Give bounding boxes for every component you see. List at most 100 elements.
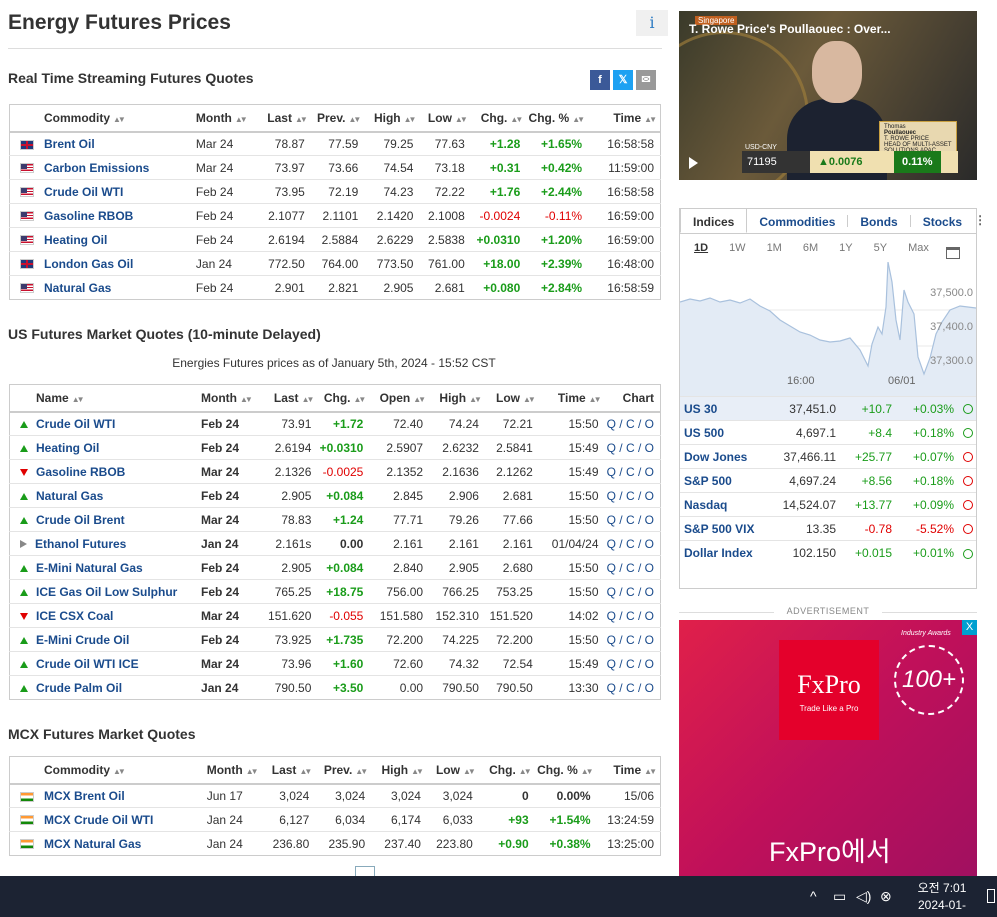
index-row[interactable]: US 30 37,451.0 +10.7 +0.03% — [680, 396, 976, 421]
column-header[interactable]: Chg. % ▲▼ — [526, 104, 589, 133]
sort-icon[interactable]: ▲▼ — [355, 766, 368, 776]
column-header[interactable]: Last ▲▼ — [255, 756, 316, 785]
commodity-link[interactable]: MCX Crude Oil WTI — [44, 812, 154, 827]
scroll-indicator[interactable] — [355, 866, 375, 876]
commodity-link[interactable]: Crude Oil WTI — [44, 184, 124, 199]
chart-link-o[interactable]: O — [644, 680, 654, 695]
future-link[interactable]: Crude Oil WTI — [36, 416, 116, 431]
index-name[interactable]: Dow Jones — [680, 444, 760, 469]
sort-icon[interactable]: ▲▼ — [245, 766, 259, 776]
sort-icon[interactable]: ▲▼ — [301, 394, 315, 404]
chart-link-o[interactable]: O — [644, 512, 654, 527]
sort-icon[interactable]: ▲▼ — [113, 114, 126, 124]
fullscreen-chart-icon[interactable] — [946, 247, 960, 259]
sort-icon[interactable]: ▲▼ — [413, 394, 426, 404]
sort-icon[interactable]: ▲▼ — [469, 394, 482, 404]
chart-link-q[interactable]: Q — [606, 680, 616, 695]
chart-link-q[interactable]: Q — [606, 608, 616, 623]
future-link[interactable]: Natural Gas — [36, 488, 104, 503]
clock[interactable]: 오전 7:01 2024-01-06 — [912, 880, 972, 917]
future-link[interactable]: Heating Oil — [36, 440, 100, 455]
index-name[interactable]: US 500 — [680, 420, 760, 445]
facebook-icon[interactable]: f — [590, 70, 610, 90]
sort-icon[interactable]: ▲▼ — [644, 114, 657, 124]
sort-icon[interactable]: ▲▼ — [353, 394, 367, 404]
column-header[interactable]: Last ▲▼ — [249, 384, 318, 413]
chart-link-q[interactable]: Q — [606, 632, 616, 647]
x-icon[interactable]: 𝕏 — [613, 70, 633, 90]
chart-link-o[interactable]: O — [644, 632, 654, 647]
future-link[interactable]: ICE Gas Oil Low Sulphur — [36, 584, 178, 599]
video-player[interactable]: Singapore T. Rowe Price's Poullaouec : O… — [679, 11, 977, 180]
tab-commodities[interactable]: Commodities — [759, 215, 836, 229]
network-icon[interactable]: ▭ — [833, 888, 847, 904]
sort-icon[interactable]: ▲▼ — [403, 114, 417, 124]
tab-indices[interactable]: Indices — [680, 208, 748, 233]
sort-icon[interactable]: ▲▼ — [71, 394, 85, 404]
column-header[interactable]: Chg. ▲▼ — [470, 104, 527, 133]
sort-icon[interactable]: ▲▼ — [411, 766, 424, 776]
index-row[interactable]: S&P 500 VIX 13.35 -0.78 -5.52% — [680, 516, 976, 541]
sort-icon[interactable]: ▲▼ — [113, 766, 126, 776]
commodity-link[interactable]: MCX Brent Oil — [44, 788, 125, 803]
index-name[interactable]: S&P 500 VIX — [680, 516, 760, 541]
mail-icon[interactable]: ✉ — [636, 70, 656, 90]
sort-icon[interactable]: ▲▼ — [462, 766, 476, 776]
volume-icon[interactable]: ◁) — [856, 888, 872, 904]
range-6m[interactable]: 6M — [802, 242, 819, 254]
sort-icon[interactable]: ▲▼ — [234, 114, 248, 124]
range-5y[interactable]: 5Y — [873, 242, 888, 254]
commodity-link[interactable]: Gasoline RBOB — [44, 208, 134, 223]
chart-link-c[interactable]: C — [625, 656, 635, 671]
chart-link-o[interactable]: O — [644, 464, 654, 479]
chevron-up-icon[interactable]: ^ — [810, 888, 817, 904]
tab-bonds[interactable]: Bonds — [860, 215, 898, 229]
range-1m[interactable]: 1M — [766, 242, 782, 254]
column-header[interactable]: Chart — [604, 384, 661, 413]
range-1d[interactable]: 1D — [694, 242, 709, 254]
column-header[interactable]: Chg. % ▲▼ — [534, 756, 597, 785]
sort-icon[interactable]: ▲▼ — [580, 766, 594, 776]
index-name[interactable]: Nasdaq — [680, 492, 760, 517]
chart-link-q[interactable]: Q — [606, 560, 616, 575]
column-header[interactable]: Time ▲▼ — [588, 104, 661, 133]
future-link[interactable]: E-Mini Crude Oil — [36, 632, 130, 647]
chart-link-q[interactable]: Q — [606, 488, 616, 503]
chart-link-c[interactable]: C — [625, 512, 635, 527]
index-name[interactable]: Dollar Index — [680, 540, 760, 565]
future-link[interactable]: Crude Oil Brent — [36, 512, 125, 527]
chart-link-q[interactable]: Q — [606, 416, 616, 431]
column-header[interactable]: Low ▲▼ — [484, 384, 539, 413]
sort-icon[interactable]: ▲▼ — [299, 766, 312, 776]
chart-link-o[interactable]: O — [644, 536, 654, 551]
chart-link-q[interactable]: Q — [606, 584, 616, 599]
index-name[interactable]: US 30 — [680, 396, 760, 421]
column-header[interactable]: Name ▲▼ — [9, 384, 198, 413]
sort-icon[interactable]: ▲▼ — [348, 114, 361, 124]
index-name[interactable]: S&P 500 — [680, 468, 760, 493]
future-link[interactable]: Crude Oil WTI ICE — [36, 656, 139, 671]
chart-link-c[interactable]: C — [625, 536, 635, 551]
index-row[interactable]: S&P 500 4,697.24 +8.56 +0.18% — [680, 468, 976, 493]
commodity-link[interactable]: Carbon Emissions — [44, 160, 150, 175]
column-header[interactable]: Month ▲▼ — [197, 384, 253, 413]
chart-link-o[interactable]: O — [644, 560, 654, 575]
more-icon[interactable]: ⋮ — [974, 213, 987, 227]
sort-icon[interactable]: ▲▼ — [644, 766, 657, 776]
index-row[interactable]: Dow Jones 37,466.11 +25.77 +0.07% — [680, 444, 976, 469]
play-icon[interactable] — [689, 157, 698, 169]
column-header[interactable]: Month ▲▼ — [202, 756, 259, 785]
sort-icon[interactable]: ▲▼ — [522, 394, 536, 404]
chart-link-q[interactable]: Q — [606, 512, 616, 527]
column-header[interactable]: Last ▲▼ — [244, 104, 311, 133]
fxpro-logo[interactable]: FxPro Trade Like a Pro — [779, 640, 879, 740]
range-1w[interactable]: 1W — [729, 242, 746, 254]
chart-link-o[interactable]: O — [644, 584, 654, 599]
future-link[interactable]: Crude Palm Oil — [36, 680, 123, 695]
show-desktop-button[interactable] — [987, 889, 995, 903]
column-header[interactable]: Time ▲▼ — [538, 384, 605, 413]
index-row[interactable]: Nasdaq 14,524.07 +13.77 +0.09% — [680, 492, 976, 517]
index-row[interactable]: US 500 4,697.1 +8.4 +0.18% — [680, 420, 976, 445]
column-header[interactable]: Chg. ▲▼ — [478, 756, 535, 785]
column-header[interactable]: High ▲▼ — [364, 104, 420, 133]
